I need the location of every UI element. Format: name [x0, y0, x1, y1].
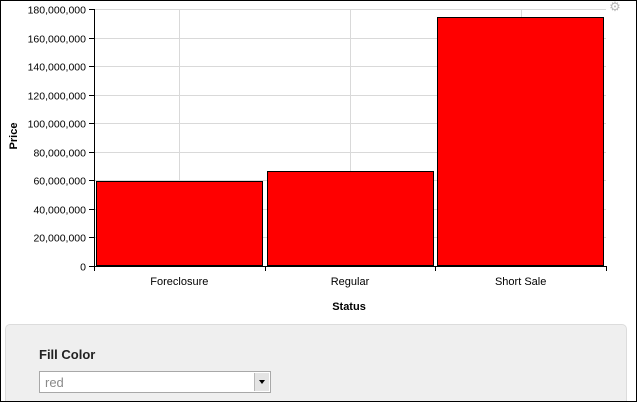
bar: [267, 171, 434, 266]
y-tick-label: 120,000,000: [28, 91, 87, 103]
bar: [437, 17, 604, 266]
gear-icon[interactable]: ⚙: [609, 0, 621, 15]
y-axis-ticks: 0 20,000,000 40,000,000 60,000,000 80,000,00…: [28, 5, 94, 274]
y-tick-label: 80,000,000: [33, 148, 86, 160]
y-tick-label: 0: [80, 262, 86, 274]
bars: [96, 17, 604, 266]
y-tick-label: 40,000,000: [33, 205, 86, 217]
y-tick-label: 20,000,000: [33, 233, 86, 245]
y-tick-label: 60,000,000: [33, 176, 86, 188]
x-axis-label: Status: [332, 301, 366, 313]
x-tick-label: Foreclosure: [150, 276, 208, 288]
fill-color-select[interactable]: red: [39, 371, 271, 393]
bar: [96, 181, 263, 266]
x-axis-ticks: Foreclosure Regular Short Sale: [94, 266, 607, 288]
fill-color-label: Fill Color: [39, 347, 96, 362]
y-tick-label: 160,000,000: [28, 34, 87, 46]
axes: [94, 9, 607, 271]
y-tick-label: 140,000,000: [28, 62, 87, 74]
bar-chart: 0 20,000,000 40,000,000 60,000,000 80,000,00…: [8, 5, 607, 313]
x-tick-label: Short Sale: [495, 276, 546, 288]
chevron-down-icon[interactable]: [254, 373, 269, 391]
fill-color-value: red: [45, 375, 64, 390]
y-axis-label: Price: [8, 123, 20, 150]
x-tick-label: Regular: [331, 276, 370, 288]
y-tick-label: 180,000,000: [28, 5, 87, 17]
y-tick-label: 100,000,000: [28, 119, 87, 131]
settings-panel: Fill Color red: [5, 324, 627, 401]
